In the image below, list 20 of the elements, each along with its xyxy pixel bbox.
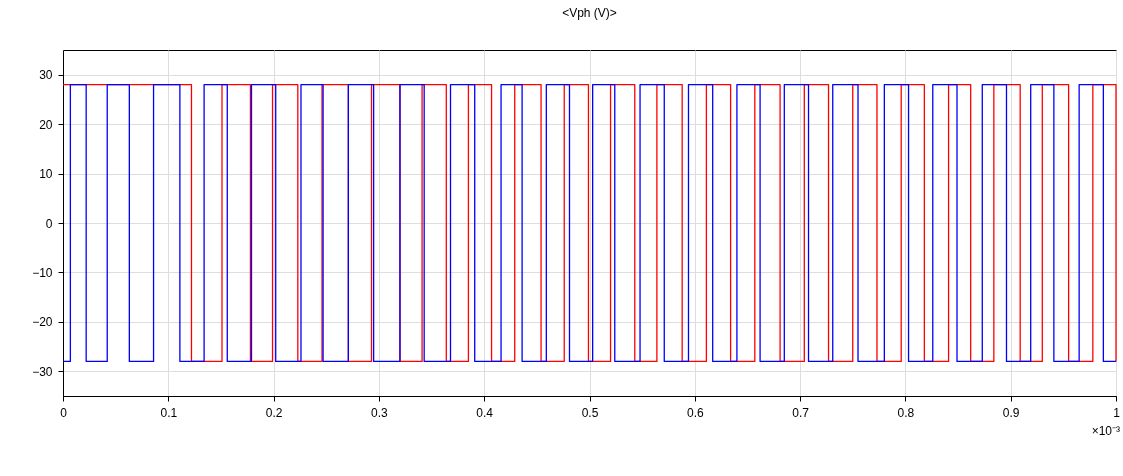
x-tick-label: 0.3 [371, 405, 389, 420]
y-tick-label: 0 [45, 216, 53, 231]
y-tick-label: 30 [39, 68, 53, 83]
text: ×10⁻³ [1091, 424, 1120, 438]
y-tick-label: −20 [32, 315, 53, 330]
x-tick-label: 0.2 [265, 405, 283, 420]
x-tick-label: 0.1 [160, 405, 178, 420]
x-tick-label: 0.9 [1002, 405, 1020, 420]
x-tick-label: 0.5 [581, 405, 599, 420]
x-tick-label: 0.7 [792, 405, 810, 420]
x-tick-label: 0.8 [897, 405, 915, 420]
y-tick-label: 20 [39, 117, 53, 132]
y-tick-label: −10 [32, 265, 53, 280]
y-tick-label: −30 [32, 364, 53, 379]
x-tick-label: 0.4 [476, 405, 494, 420]
x-tick-label: 0.6 [686, 405, 704, 420]
x-tick-label: 0 [60, 405, 68, 420]
x-tick-label: 1 [1113, 405, 1121, 420]
y-tick-label: 10 [39, 167, 53, 182]
chart-title: <Vph (V)> [562, 6, 617, 20]
